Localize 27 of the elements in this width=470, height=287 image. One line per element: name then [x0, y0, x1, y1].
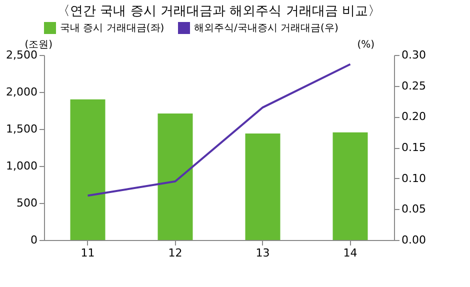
x-tick-label: 12 — [168, 246, 182, 260]
y2-tick-label: 0.15 — [402, 141, 426, 154]
bar — [245, 133, 280, 240]
y-tick-label: 1,000 — [6, 160, 38, 172]
y2-tick-label: 0.05 — [402, 202, 426, 216]
chart-title: 〈연간 국내 증시 거래대금과 해외주식 거래대금 비교〉 — [57, 4, 381, 19]
x-tick-label: 14 — [343, 246, 358, 260]
y2-tick-label: 0.30 — [402, 48, 426, 62]
legend-label: 해외주식/국내증시 거래대금(우) — [194, 23, 338, 34]
bar — [70, 99, 106, 240]
y2-tick-label: 0.00 — [402, 234, 426, 246]
x-tick-label: 13 — [256, 246, 270, 260]
y-tick-label: 1,500 — [6, 122, 38, 136]
x-tick-label: 11 — [80, 246, 95, 260]
y2-tick-label: 0.20 — [402, 110, 426, 124]
legend-label: 국내 증시 거래대금(좌) — [60, 23, 164, 34]
y2-tick-label: 0.25 — [402, 79, 426, 92]
y2-axis-title: (%) — [357, 40, 375, 50]
bar — [158, 113, 193, 240]
y-tick-label: 2,000 — [6, 86, 38, 98]
y-tick-label: 2,500 — [6, 48, 38, 62]
y-tick-label: 500 — [16, 196, 38, 210]
line-series — [86, 63, 352, 197]
bar — [332, 132, 368, 240]
y-axis-title: (조원) — [24, 40, 53, 50]
y-tick-label: 0 — [30, 234, 38, 246]
y2-tick-label: 0.10 — [402, 172, 426, 185]
